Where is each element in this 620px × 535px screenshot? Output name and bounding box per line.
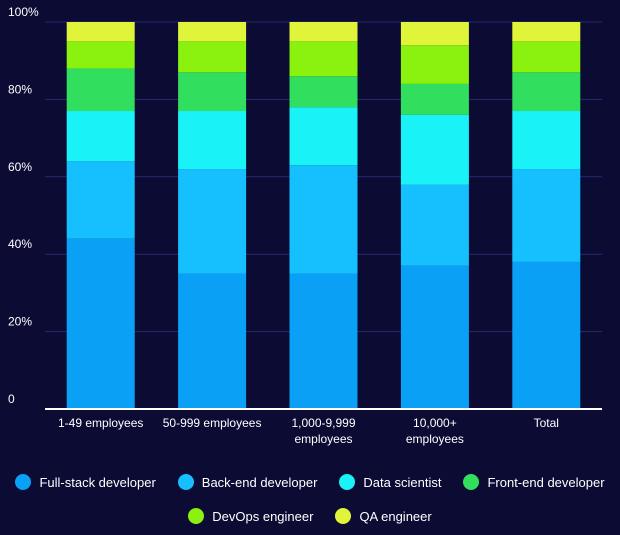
- bar-segment: [289, 165, 358, 274]
- bar-segment: [178, 41, 247, 73]
- legend-swatch: [463, 474, 480, 490]
- bar-segment: [289, 22, 358, 42]
- bar-segment: [178, 72, 247, 112]
- legend-item-data-scientist: Data scientist: [339, 474, 441, 490]
- legend-row-1: Full-stack developer Back-end developer …: [0, 474, 620, 490]
- legend-item-full-stack: Full-stack developer: [15, 474, 156, 490]
- x-tick-label: 1,000-9,999 employees: [291, 416, 355, 446]
- legend-label: DevOps engineer: [212, 508, 314, 524]
- y-tick-label: 100%: [8, 5, 39, 19]
- bar-segment: [66, 22, 135, 42]
- bar-segment: [512, 72, 581, 112]
- y-tick-label: 0: [8, 392, 15, 406]
- bar-segment: [66, 161, 135, 239]
- bar-segment: [66, 238, 135, 409]
- bars: [66, 22, 581, 409]
- bar-segment: [289, 273, 358, 409]
- bar-segment: [289, 107, 358, 166]
- bar-segment: [66, 111, 135, 162]
- y-tick-label: 20%: [8, 315, 32, 329]
- bar-segment: [400, 22, 469, 46]
- legend-swatch: [177, 474, 194, 490]
- legend-item-qa: QA engineer: [335, 508, 432, 524]
- legend-label: Data scientist: [363, 474, 442, 490]
- bar-segment: [400, 184, 469, 266]
- legend-item-front-end: Front-end developer: [463, 474, 605, 490]
- bar-segment: [289, 41, 358, 77]
- legend-swatch: [339, 474, 356, 490]
- legend-label: Back-end developer: [201, 474, 318, 490]
- bar-segment: [512, 261, 581, 409]
- bar-segment: [178, 273, 247, 409]
- bar-segment: [400, 83, 469, 115]
- legend-item-back-end: Back-end developer: [177, 474, 318, 490]
- y-axis-ticks: 0 20% 40% 60% 80% 100%: [8, 5, 39, 406]
- bar-stack: [512, 22, 581, 409]
- bar-segment: [400, 45, 469, 84]
- bar-segment: [178, 22, 247, 42]
- x-axis-ticks: 1-49 employees 50-999 employees 1,000-9,99…: [58, 416, 559, 446]
- legend-label: Full-stack developer: [39, 474, 156, 490]
- legend-swatch: [15, 474, 32, 490]
- bar-segment: [66, 41, 135, 69]
- legend-label: Front-end developer: [487, 474, 605, 490]
- y-tick-label: 80%: [8, 82, 32, 96]
- y-tick-label: 60%: [8, 160, 32, 174]
- y-tick-label: 40%: [8, 237, 32, 251]
- bar-segment: [66, 68, 135, 112]
- bar-segment: [178, 111, 247, 170]
- legend-row-2: DevOps engineer QA engineer: [0, 508, 620, 524]
- bar-segment: [178, 169, 247, 274]
- bar-segment: [400, 265, 469, 409]
- bar-stack: [289, 22, 358, 409]
- bar-segment: [512, 41, 581, 73]
- legend-swatch: [188, 508, 205, 524]
- bar-segment: [512, 22, 581, 42]
- bar-segment: [512, 111, 581, 170]
- bar-segment: [512, 169, 581, 262]
- bar-stack: [400, 22, 469, 409]
- x-tick-label: 10,000+ employees: [406, 416, 464, 446]
- bar-stack: [66, 22, 135, 409]
- bar-segment: [289, 76, 358, 108]
- x-tick-label: Total: [534, 416, 559, 430]
- legend-label: QA engineer: [359, 508, 432, 524]
- legend-item-devops: DevOps engineer: [188, 508, 313, 524]
- bar-segment: [400, 114, 469, 185]
- bar-stack: [178, 22, 247, 409]
- x-tick-label: 50-999 employees: [163, 416, 262, 430]
- legend-swatch: [335, 508, 352, 524]
- x-tick-label: 1-49 employees: [58, 416, 143, 430]
